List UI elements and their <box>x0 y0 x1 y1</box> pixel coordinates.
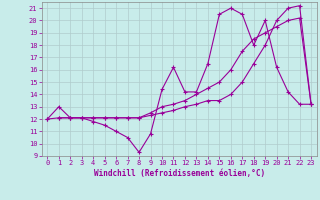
X-axis label: Windchill (Refroidissement éolien,°C): Windchill (Refroidissement éolien,°C) <box>94 169 265 178</box>
